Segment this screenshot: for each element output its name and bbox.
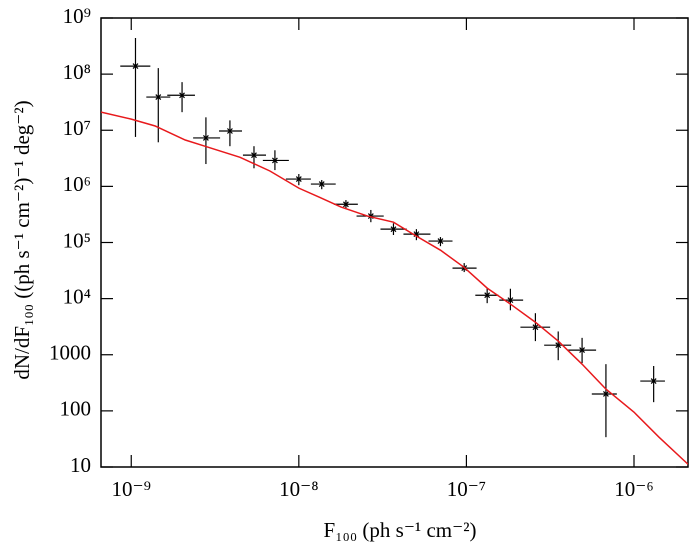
data-point xyxy=(390,226,397,233)
data-point xyxy=(295,176,302,182)
plot-area xyxy=(101,38,688,465)
data-point xyxy=(579,347,586,354)
data-point xyxy=(179,92,185,99)
y-tick-label: 10⁸ xyxy=(63,60,91,84)
y-tick-label: 100 xyxy=(60,397,92,421)
y-tick-label: 10⁴ xyxy=(63,284,91,308)
data-point xyxy=(155,94,162,101)
data-point xyxy=(650,378,657,384)
data-point xyxy=(318,181,325,187)
y-tick-label: 10⁵ xyxy=(63,228,91,252)
x-tick-label: 10⁻⁸ xyxy=(279,477,318,501)
y-tick-label: 10⁹ xyxy=(63,4,91,28)
model-line xyxy=(101,111,688,465)
data-point xyxy=(603,391,609,397)
data-point xyxy=(343,201,349,208)
data-point xyxy=(437,238,444,245)
y-tick-label: 10⁶ xyxy=(63,172,91,196)
data-point xyxy=(507,297,514,304)
data-point xyxy=(132,63,139,70)
data-point xyxy=(484,292,491,299)
y-tick-label: 1000 xyxy=(49,341,91,365)
y-tick-label: 10⁷ xyxy=(63,116,91,140)
plot-frame xyxy=(100,17,689,468)
x-tick-label: 10⁻⁹ xyxy=(112,477,151,501)
data-point xyxy=(532,324,539,331)
data-point xyxy=(202,134,209,141)
y-tick-label: 10 xyxy=(70,453,91,477)
x-tick-label: 10⁻⁷ xyxy=(447,477,486,501)
data-point xyxy=(251,152,257,159)
x-tick-label: 10⁻⁶ xyxy=(614,477,653,501)
x-axis-label: F₁₀₀ (ph s⁻¹ cm⁻²) xyxy=(324,518,477,542)
y-axis-label: dN/dF₁₀₀ ((ph s⁻¹ cm⁻²)⁻¹ deg⁻²) xyxy=(10,100,34,379)
data-point xyxy=(271,157,278,164)
data-point xyxy=(226,128,233,134)
